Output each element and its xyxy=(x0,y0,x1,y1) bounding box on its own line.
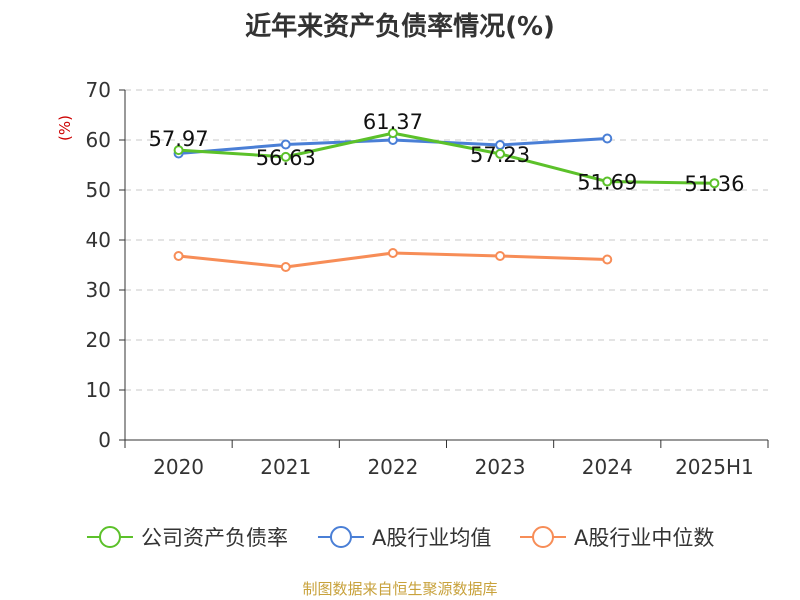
x-tick-label: 2023 xyxy=(475,455,526,479)
series-point xyxy=(709,178,720,189)
x-tick-label: 2021 xyxy=(260,455,311,479)
data-label: 51.69 xyxy=(577,171,637,195)
series-point xyxy=(602,176,613,187)
y-tick-label: 40 xyxy=(86,228,111,252)
legend-marker xyxy=(329,526,352,548)
x-tick-label: 2020 xyxy=(153,455,204,479)
legend: 公司资产负债率 A股行业均值 A股行业中位数 xyxy=(86,526,714,550)
series-lines xyxy=(173,128,720,272)
data-label: 56.63 xyxy=(256,146,316,170)
x-tick-label: 2025H1 xyxy=(675,455,754,479)
y-tick-label: 20 xyxy=(86,328,111,352)
series-point xyxy=(280,139,291,150)
data-label: 51.36 xyxy=(684,172,744,196)
series-point xyxy=(495,148,506,159)
data-label: 61.37 xyxy=(363,110,423,134)
x-tick-label: 2024 xyxy=(582,455,633,479)
data-label: 57.97 xyxy=(149,127,209,151)
legend-marker xyxy=(98,526,121,548)
y-tick-label: 0 xyxy=(98,428,111,452)
series-point xyxy=(280,262,291,272)
chart-title: 近年来资产负债率情况(%) xyxy=(245,12,555,42)
series-point xyxy=(387,248,398,258)
series-point xyxy=(173,145,184,156)
data-labels: 57.97 56.63 61.37 57.23 51.69 51.36 xyxy=(149,110,745,196)
series-point xyxy=(387,128,398,139)
legend-marker xyxy=(532,526,554,548)
y-tick-label: 30 xyxy=(86,278,111,302)
y-axis-label: (%) xyxy=(56,115,74,141)
legend-label: 公司资产负债率 xyxy=(141,526,288,550)
y-tick-label: 10 xyxy=(86,378,111,402)
data-label: 57.23 xyxy=(470,143,530,167)
series-line xyxy=(178,131,715,185)
x-tick-label: 2022 xyxy=(367,455,418,479)
series-point xyxy=(280,151,291,162)
legend-label: A股行业中位数 xyxy=(574,526,714,550)
source-note: 制图数据来自恒生聚源数据库 xyxy=(302,580,498,598)
axes: 0 10 20 30 40 50 60 70 2020 2021 2022 2023 2024 2025H… xyxy=(86,78,769,479)
y-tick-label: 70 xyxy=(86,78,111,102)
legend-label: A股行业均值 xyxy=(372,526,491,550)
series-point xyxy=(173,251,184,261)
y-tick-label: 50 xyxy=(86,178,111,202)
y-tick-label: 60 xyxy=(86,128,111,152)
grid-lines xyxy=(125,89,768,391)
series-point xyxy=(602,254,613,265)
series-point xyxy=(495,251,506,261)
series-point xyxy=(602,133,613,144)
